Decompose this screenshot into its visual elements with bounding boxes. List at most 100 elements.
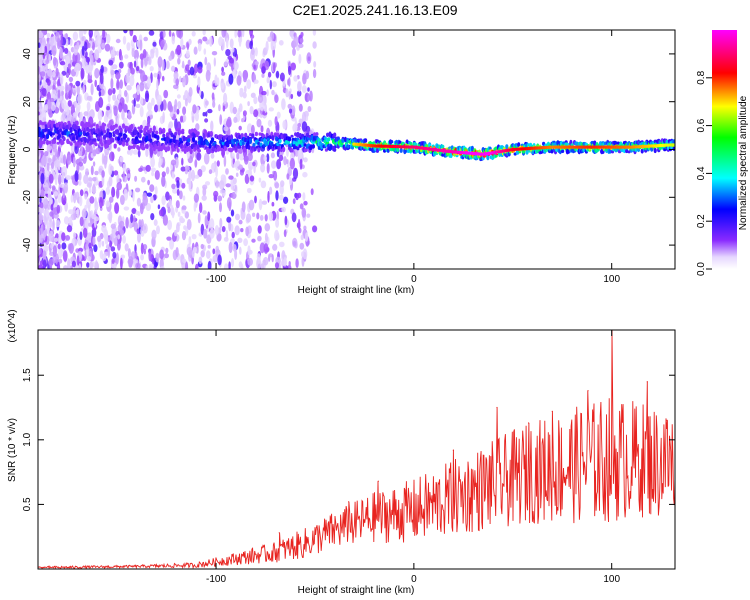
spectrogram-noise-blob [181, 157, 184, 166]
spectrogram-ridge-cell [317, 138, 321, 142]
spectrogram-ridge-cell [111, 137, 115, 143]
spectrogram-noise-blob [115, 38, 121, 44]
spectrogram-noise-blob [45, 103, 48, 111]
spectrogram-noise-blob [156, 94, 162, 106]
spectrogram-noise-blob [149, 184, 155, 193]
spectrogram-noise-blob [41, 45, 45, 55]
spectrogram-noise-blob [48, 258, 54, 267]
spectrogram-noise-blob [204, 181, 211, 186]
spectrogram-noise-blob [207, 211, 211, 222]
spectrogram-noise-blob [207, 244, 211, 249]
spectrogram-ridge-cell [94, 142, 98, 147]
spectrogram-noise-blob [309, 90, 313, 102]
spectrogram-noise-blob [109, 240, 113, 248]
spectrogram-noise-blob [226, 116, 232, 128]
spectrogram-ridge-cell [238, 134, 242, 140]
spectrogram-noise-blob [167, 206, 171, 214]
spectrogram-noise-blob [293, 75, 298, 82]
spectrogram-noise-blob [150, 167, 156, 172]
snr-xtick-label: 100 [603, 574, 620, 585]
spectrogram-noise-blob [42, 109, 47, 120]
spectrogram-noise-blob [140, 57, 144, 69]
spectrogram-noise-blob [65, 175, 71, 181]
spectrogram-noise-blob [267, 119, 273, 127]
spectrogram-noise-blob [297, 123, 302, 128]
spectrogram-noise-blob [237, 147, 243, 154]
spectrogram-ridge-cell [87, 135, 91, 139]
spectrogram-noise-blob [174, 99, 178, 109]
spectrogram-noise-blob [197, 76, 201, 88]
spectrogram-noise-blob [196, 152, 202, 161]
spectrogram-noise-blob [238, 219, 243, 225]
spectrogram-ridge-cell [324, 148, 328, 152]
spectrogram-noise-blob [95, 35, 102, 46]
spectrogram-noise-blob [58, 156, 61, 162]
spectrogram-ridge-cell [304, 147, 308, 152]
spectrogram-ridge-cell [167, 145, 171, 152]
spectrogram-noise-blob [241, 201, 246, 213]
spectrogram-noise-blob [194, 159, 198, 168]
spectrogram-ridge-cell [259, 142, 263, 147]
spectrogram-ridge-cell [119, 128, 123, 132]
spectrogram-noise-blob [41, 37, 46, 44]
spectrogram-noise-blob [204, 56, 208, 66]
spectrogram-ridge-cell [95, 123, 99, 130]
spectrogram-noise-blob [111, 258, 115, 264]
spectrogram-noise-blob [194, 174, 200, 179]
spectrogram-noise-blob [154, 170, 160, 180]
spectrogram-noise-blob [122, 171, 125, 182]
spectrogram-noise-blob [217, 195, 223, 202]
spectrogram-noise-blob [74, 170, 79, 182]
spectrogram-noise-blob [161, 175, 166, 188]
spectrogram-noise-blob [256, 212, 260, 220]
spectrogram-noise-blob [157, 204, 161, 210]
spectrogram-noise-blob [92, 183, 96, 195]
spectrogram-ridge-cell [174, 131, 178, 136]
spectrogram-noise-blob [202, 184, 208, 190]
spectrogram-ridge-cell [625, 149, 629, 154]
spectrogram-ridge-cell [60, 121, 64, 125]
spectrogram-noise-blob [310, 188, 314, 196]
spectrogram-ridge-cell [240, 133, 244, 137]
spectrogram-noise-blob [138, 219, 142, 228]
spectrogram-noise-blob [237, 237, 243, 243]
spectrogram-noise-blob [253, 64, 256, 70]
spectrogram-ridge-cell [178, 130, 182, 134]
spectrogram-ridge-cell [75, 120, 79, 126]
spectrogram-noise-blob [39, 197, 42, 203]
spectrogram-noise-blob [181, 209, 187, 214]
colorbar-label: Normalized spectral amplitude [738, 95, 749, 230]
spectrogram-noise-blob [81, 208, 87, 219]
spectrogram-noise-blob [61, 166, 68, 178]
spectrogram-noise-blob [300, 31, 304, 38]
spectrogram-noise-blob [150, 213, 155, 221]
spectrogram-noise-blob [211, 51, 218, 56]
spectrogram-noise-blob [133, 49, 139, 60]
spectrogram-ridge-cell [515, 151, 520, 155]
spectrogram-ridge-cell [620, 148, 624, 153]
spectrogram-ridge-cell [48, 140, 52, 145]
spectrogram-noise-blob [67, 258, 71, 269]
snr-peak-point [348, 501, 350, 503]
spectrogram-noise-blob [83, 79, 87, 86]
spectrogram-noise-blob [228, 261, 231, 269]
spectrogram-noise-blob [72, 112, 78, 117]
spectrogram-noise-blob [46, 161, 50, 173]
spectrogram-noise-blob [75, 80, 81, 87]
spectrogram-noise-blob [44, 151, 49, 157]
spectrogram-noise-blob [142, 223, 148, 234]
spectrogram-noise-blob [61, 70, 67, 76]
spectrogram-noise-blob [135, 210, 139, 215]
spectrogram-noise-blob [56, 261, 61, 269]
spectrogram-noise-blob [193, 202, 197, 212]
spectrogram-noise-blob [170, 159, 177, 166]
spectrogram-noise-blob [263, 155, 268, 162]
spectrogram-noise-blob [218, 104, 221, 112]
spectrogram-ridge-cell [180, 143, 184, 149]
spectrogram-noise-blob [53, 191, 59, 197]
spectrogram-ridge-cell [138, 140, 142, 144]
spectrogram-noise-blob [128, 189, 133, 197]
spectrogram-noise-blob [220, 78, 225, 90]
spectrogram-noise-blob [110, 69, 115, 76]
spectrogram-noise-blob [225, 49, 231, 57]
